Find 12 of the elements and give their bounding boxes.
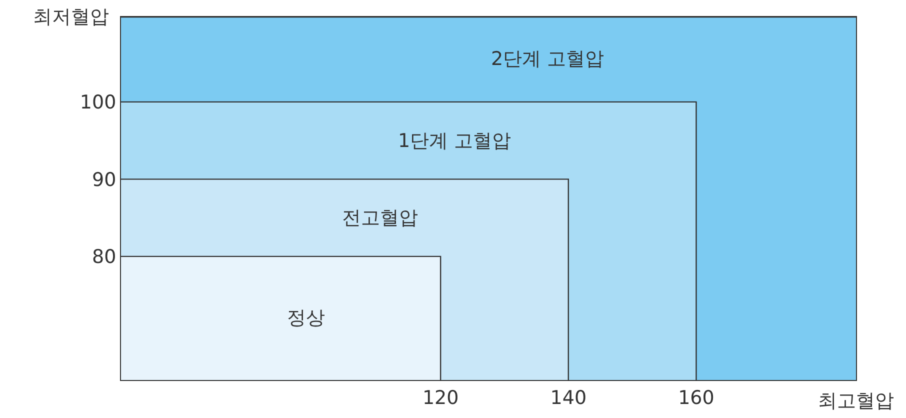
x-tick-label: 120 — [422, 386, 459, 409]
series-label: 전고혈압 — [342, 207, 418, 229]
x-tick-label: 140 — [550, 386, 587, 409]
y-tick-label: 80 — [92, 246, 116, 268]
series-label: 1단계 고혈압 — [398, 130, 512, 152]
y-tick-label: 90 — [92, 168, 116, 191]
y-axis-title: 최저혈압 — [33, 6, 109, 28]
x-axis-title: 최고혈압 — [818, 390, 894, 412]
series-label: 정상 — [287, 307, 325, 329]
series-label: 2단계 고혈압 — [491, 48, 604, 70]
y-tick-label: 100 — [80, 92, 116, 114]
x-tick-label: 160 — [678, 386, 714, 409]
